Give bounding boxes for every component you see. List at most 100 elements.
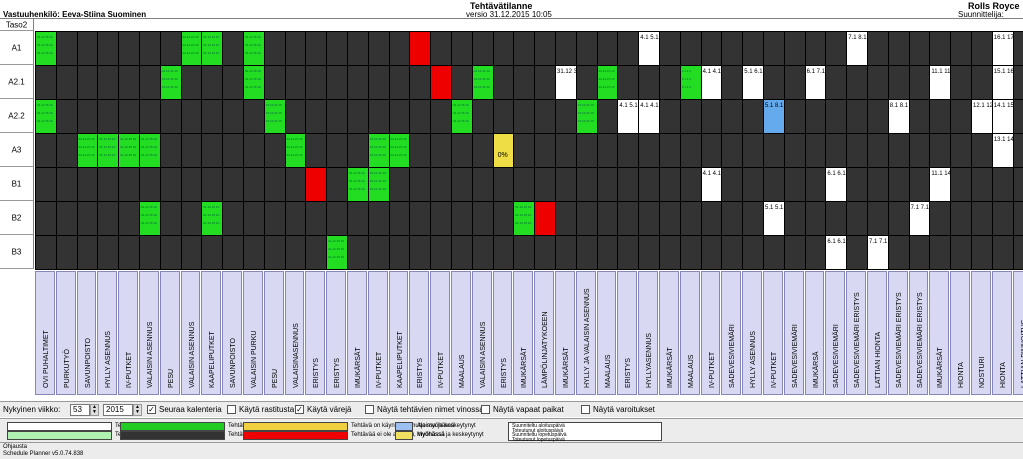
empty-cell[interactable] bbox=[451, 201, 473, 236]
empty-cell[interactable] bbox=[76, 235, 99, 270]
task-column-header[interactable]: SADEVESIVIEMÄRI ERISTYS bbox=[887, 271, 908, 395]
empty-cell[interactable] bbox=[471, 99, 494, 134]
empty-cell[interactable] bbox=[118, 167, 140, 202]
empty-cell[interactable] bbox=[347, 201, 369, 236]
task-cell-white[interactable]: 4.1 4.1 bbox=[700, 167, 723, 202]
empty-cell[interactable] bbox=[804, 201, 827, 236]
empty-cell[interactable] bbox=[471, 167, 494, 202]
empty-cell[interactable] bbox=[638, 235, 660, 270]
empty-cell[interactable] bbox=[721, 31, 744, 66]
task-column-header[interactable]: IMUKÄRSÄT bbox=[929, 271, 950, 395]
empty-cell[interactable] bbox=[326, 133, 348, 168]
empty-cell[interactable] bbox=[700, 133, 723, 168]
empty-cell[interactable] bbox=[97, 235, 120, 270]
empty-cell[interactable] bbox=[638, 201, 660, 236]
empty-cell[interactable] bbox=[243, 235, 265, 270]
empty-cell[interactable] bbox=[638, 167, 660, 202]
empty-cell[interactable] bbox=[367, 235, 390, 270]
task-column-header[interactable]: HYLLY ASENNUS bbox=[742, 271, 762, 395]
empty-cell[interactable] bbox=[492, 167, 515, 202]
empty-cell[interactable] bbox=[721, 235, 744, 270]
empty-cell[interactable] bbox=[971, 31, 993, 66]
empty-cell[interactable] bbox=[118, 65, 140, 100]
task-cell-white[interactable]: 7.1 7.1 bbox=[867, 235, 889, 270]
free-places-checkbox[interactable]: Näytä vapaat paikat bbox=[481, 405, 564, 415]
empty-cell[interactable] bbox=[638, 65, 660, 100]
empty-cell[interactable] bbox=[180, 201, 203, 236]
task-cell-green[interactable]: 01.12.15 10 01.12.15 10 01.12.15 10 bbox=[451, 99, 473, 134]
empty-cell[interactable] bbox=[783, 133, 806, 168]
empty-cell[interactable] bbox=[284, 201, 307, 236]
empty-cell[interactable] bbox=[617, 167, 640, 202]
empty-cell[interactable] bbox=[263, 201, 286, 236]
empty-cell[interactable] bbox=[305, 133, 328, 168]
empty-cell[interactable] bbox=[1012, 65, 1023, 100]
empty-cell[interactable] bbox=[846, 133, 868, 168]
empty-cell[interactable] bbox=[679, 201, 702, 236]
empty-cell[interactable] bbox=[326, 201, 348, 236]
empty-cell[interactable] bbox=[347, 235, 369, 270]
task-cell-green[interactable]: 01.12.15 10 01.12.15 10 01.12.15 10 bbox=[243, 31, 265, 66]
empty-cell[interactable] bbox=[534, 31, 556, 66]
empty-cell[interactable] bbox=[305, 235, 328, 270]
empty-cell[interactable] bbox=[367, 201, 390, 236]
task-column-header[interactable]: SAVUNPOISTO bbox=[222, 271, 242, 395]
empty-cell[interactable] bbox=[700, 235, 723, 270]
task-column-header[interactable]: SADEVESIVIEMÄRI bbox=[721, 271, 742, 395]
empty-cell[interactable] bbox=[97, 65, 120, 100]
empty-cell[interactable] bbox=[305, 31, 328, 66]
empty-cell[interactable] bbox=[35, 201, 57, 236]
empty-cell[interactable] bbox=[492, 99, 515, 134]
empty-cell[interactable] bbox=[534, 99, 556, 134]
empty-cell[interactable] bbox=[534, 133, 556, 168]
empty-cell[interactable] bbox=[596, 201, 619, 236]
empty-cell[interactable] bbox=[575, 133, 598, 168]
empty-cell[interactable] bbox=[305, 99, 328, 134]
empty-cell[interactable] bbox=[659, 99, 681, 134]
task-column-header[interactable]: IV-PUTKET bbox=[763, 271, 783, 395]
empty-cell[interactable] bbox=[367, 65, 390, 100]
empty-cell[interactable] bbox=[347, 65, 369, 100]
task-column-header[interactable]: ERISTYS bbox=[326, 271, 346, 395]
task-cell-white[interactable]: 4.1 4.1 bbox=[700, 65, 723, 100]
empty-cell[interactable] bbox=[139, 99, 161, 134]
task-cell-green[interactable]: 01.12.15 10 01.12.15 10 01.12.15 10 bbox=[575, 99, 598, 134]
empty-cell[interactable] bbox=[659, 235, 681, 270]
empty-cell[interactable] bbox=[76, 167, 99, 202]
task-cell-white[interactable]: 13.1 14.1 bbox=[991, 133, 1014, 168]
empty-cell[interactable] bbox=[555, 167, 577, 202]
empty-cell[interactable] bbox=[180, 235, 203, 270]
empty-cell[interactable] bbox=[555, 31, 577, 66]
empty-cell[interactable] bbox=[55, 167, 78, 202]
empty-cell[interactable] bbox=[596, 235, 619, 270]
empty-cell[interactable] bbox=[263, 31, 286, 66]
empty-cell[interactable] bbox=[763, 235, 785, 270]
empty-cell[interactable] bbox=[659, 31, 681, 66]
task-cell-green[interactable]: 4.1 4.1 4.1 4.1 4.1 4.1 bbox=[679, 65, 702, 100]
empty-cell[interactable] bbox=[243, 167, 265, 202]
task-cell-yellow[interactable]: 0% bbox=[492, 133, 515, 168]
empty-cell[interactable] bbox=[263, 65, 286, 100]
empty-cell[interactable] bbox=[326, 167, 348, 202]
empty-cell[interactable] bbox=[118, 31, 140, 66]
empty-cell[interactable] bbox=[97, 201, 120, 236]
empty-cell[interactable] bbox=[742, 201, 764, 236]
empty-cell[interactable] bbox=[679, 133, 702, 168]
empty-cell[interactable] bbox=[222, 31, 244, 66]
task-column-header[interactable]: ERISTYS bbox=[492, 271, 513, 395]
empty-cell[interactable] bbox=[659, 133, 681, 168]
empty-cell[interactable] bbox=[35, 235, 57, 270]
empty-cell[interactable] bbox=[180, 133, 203, 168]
task-column-header[interactable]: ERISTYS bbox=[617, 271, 638, 395]
task-cell-white[interactable]: 12.1 12.1 bbox=[971, 99, 993, 134]
empty-cell[interactable] bbox=[887, 201, 910, 236]
empty-cell[interactable] bbox=[159, 99, 182, 134]
empty-cell[interactable] bbox=[971, 235, 993, 270]
task-cell-red[interactable] bbox=[409, 31, 432, 66]
use-ticks-checkbox[interactable]: Käytä rastitusta bbox=[227, 405, 294, 415]
task-cell-green[interactable]: 01.12.15 10 01.12.15 10 01.12.15 10 bbox=[243, 65, 265, 100]
task-column-header[interactable]: MAALAUS bbox=[679, 271, 700, 395]
empty-cell[interactable] bbox=[534, 65, 556, 100]
empty-cell[interactable] bbox=[742, 167, 764, 202]
empty-cell[interactable] bbox=[846, 235, 868, 270]
